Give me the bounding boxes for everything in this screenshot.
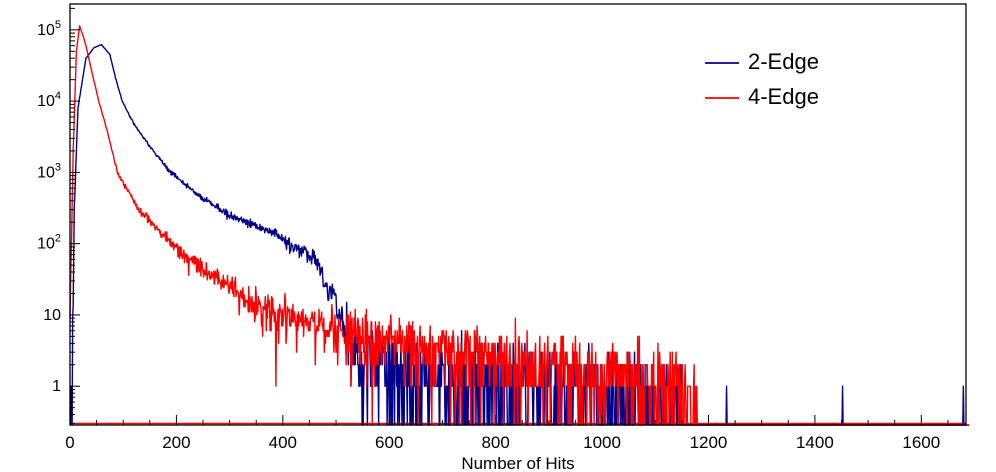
svg-text:105: 105 (37, 19, 61, 39)
svg-text:1200: 1200 (690, 433, 728, 452)
svg-text:800: 800 (481, 433, 509, 452)
svg-text:104: 104 (37, 90, 61, 110)
svg-text:1000: 1000 (583, 433, 621, 452)
svg-text:Number of Hits: Number of Hits (461, 454, 574, 472)
svg-text:1400: 1400 (796, 433, 834, 452)
svg-text:1600: 1600 (902, 433, 940, 452)
svg-text:0: 0 (65, 433, 74, 452)
svg-text:10: 10 (43, 307, 61, 324)
svg-text:600: 600 (375, 433, 403, 452)
svg-text:102: 102 (37, 233, 61, 253)
svg-text:200: 200 (162, 433, 190, 452)
svg-text:4-Edge: 4-Edge (748, 84, 819, 109)
svg-text:103: 103 (37, 161, 61, 181)
svg-text:400: 400 (269, 433, 297, 452)
svg-text:1: 1 (52, 378, 61, 395)
svg-text:2-Edge: 2-Edge (748, 49, 819, 74)
